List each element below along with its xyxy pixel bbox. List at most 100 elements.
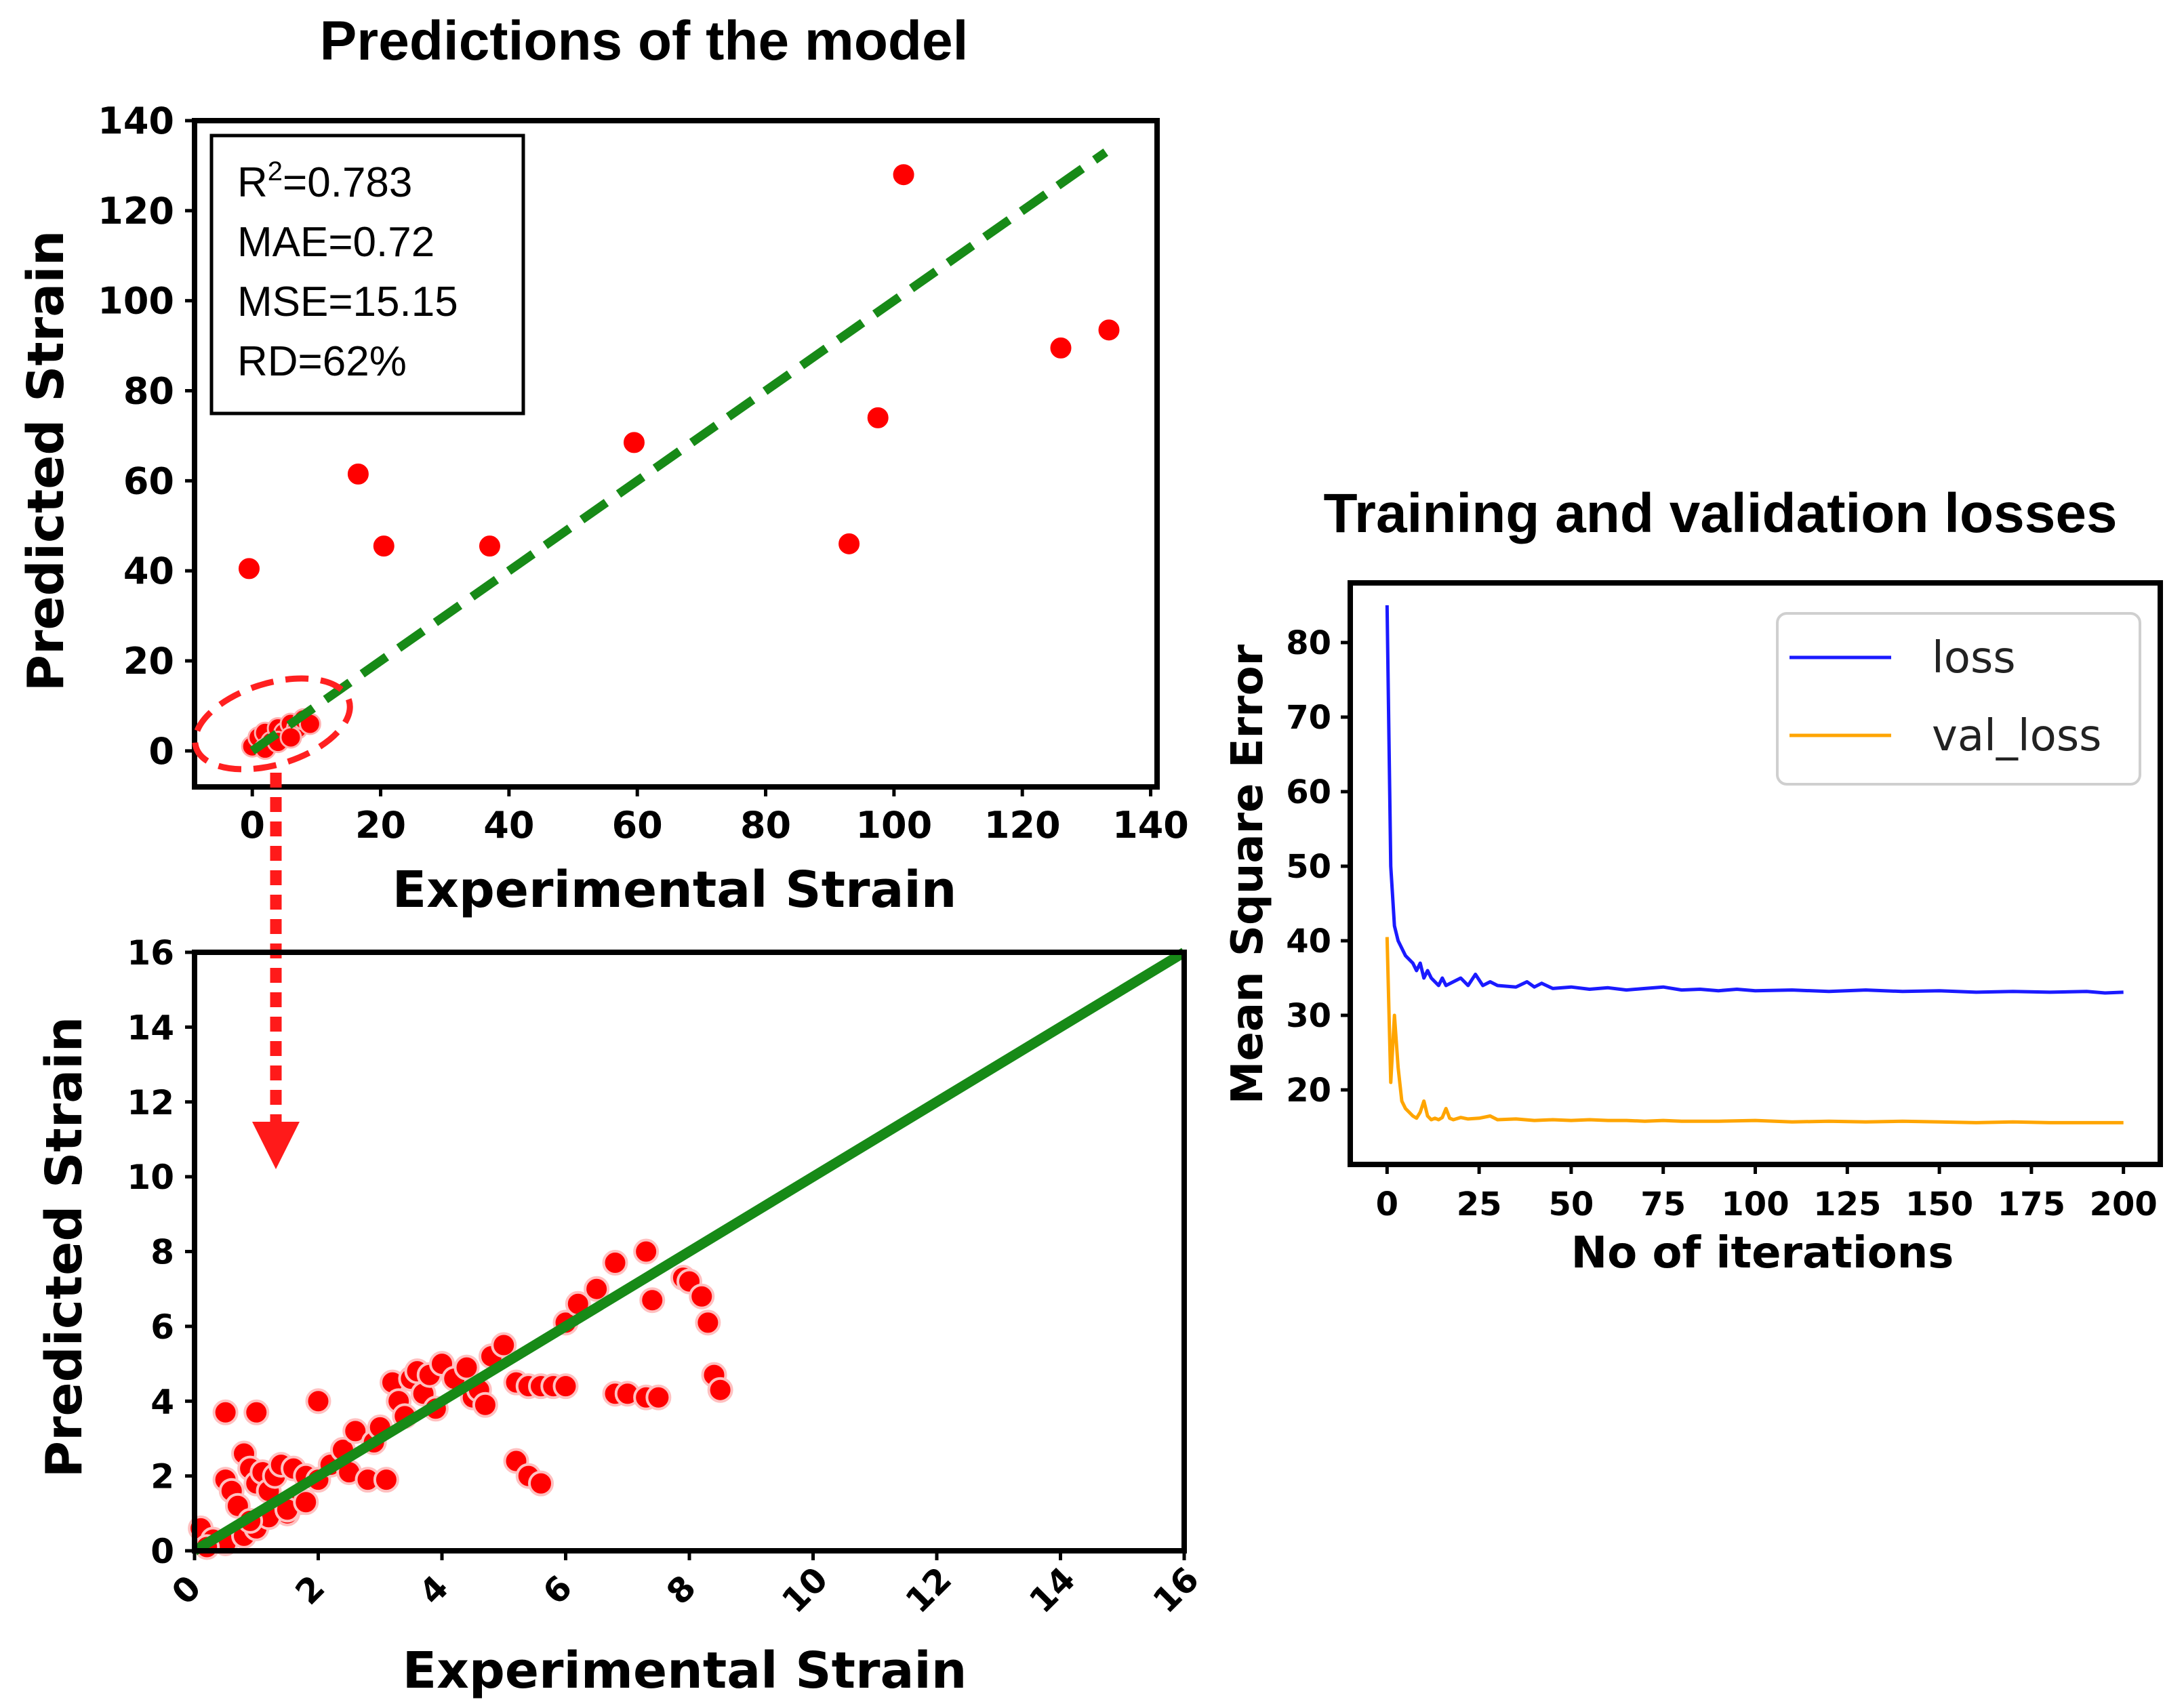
scatter-full-plot-area (236, 148, 1122, 760)
scatter-zoom-point (212, 1399, 239, 1425)
scatter-zoom-ytick-label: 0 (150, 1532, 174, 1571)
scatter-zoom-xtick-label: 8 (659, 1568, 704, 1612)
scatter-full-point (279, 726, 302, 749)
scatter-zoom-xtick-label: 4 (411, 1568, 456, 1612)
scatter-zoom-point (602, 1250, 628, 1276)
loss-panel: Training and validation losses 0 25 50 75 10… (1223, 483, 2163, 1278)
scatter-zoom-panel: 0 2 4 6 8 10 12 14 16 0 2 4 6 8 10 12 14 16 Experimental … (35, 933, 1207, 1700)
scatter-zoom-ytick-label: 2 (150, 1457, 174, 1497)
scatter-full-ytick-label: 120 (98, 190, 174, 232)
loss-ytick-label: 70 (1286, 699, 1331, 737)
scatter-zoom-point (243, 1399, 270, 1425)
scatter-zoom-point (552, 1373, 579, 1400)
loss-title: Training and validation losses (1323, 483, 2117, 544)
scatter-zoom-point (491, 1332, 517, 1358)
scatter-zoom-ytick-label: 8 (150, 1233, 174, 1272)
scatter-full-ylabel: Predicted Strain (17, 230, 75, 692)
scatter-full-ytick-label: 0 (148, 730, 174, 773)
stat-r2: R2=0.783 (237, 157, 412, 206)
scatter-full-xtick-label: 100 (855, 804, 932, 847)
scatter-full-frame (192, 118, 1160, 790)
scatter-full-xtick-label: 0 (239, 804, 265, 847)
scatter-full-ytick-label: 40 (123, 550, 174, 592)
scatter-zoom-point (453, 1354, 480, 1381)
legend-val-loss-label: val_loss (1932, 711, 2102, 761)
scatter-zoom-point (645, 1384, 672, 1410)
scatter-zoom-point (689, 1283, 715, 1309)
stats-box: R2=0.783 MAE=0.72 MSE=15.15 RD=62% (209, 134, 525, 415)
legend-loss-label: loss (1932, 633, 2016, 683)
scatter-full-ytick-label: 100 (98, 280, 174, 323)
scatter-full-point (236, 556, 262, 582)
loss-xtick-label: 0 (1376, 1185, 1398, 1223)
scatter-full-ytick-label: 140 (98, 100, 174, 142)
loss-series-line (1385, 605, 2124, 995)
scatter-zoom-point (305, 1388, 331, 1415)
scatter-zoom-ytick-label: 6 (150, 1307, 174, 1347)
scatter-full-xlabel: Experimental Strain (392, 861, 957, 919)
scatter-zoom-ytick-label: 12 (127, 1083, 174, 1122)
loss-xtick-label: 175 (1998, 1185, 2065, 1223)
stat-mae: MAE=0.72 (237, 219, 434, 266)
loss-xtick-label: 50 (1549, 1185, 1594, 1223)
scatter-full-xtick-label: 40 (483, 804, 534, 847)
loss-xtick-label: 75 (1640, 1185, 1686, 1223)
loss-plot-area (1385, 605, 2124, 1124)
scatter-full-point (1096, 317, 1122, 343)
scatter-zoom-xtick-label: 16 (1146, 1560, 1207, 1621)
scatter-zoom-plot-area (188, 948, 1187, 1560)
scatter-full-point (477, 533, 502, 559)
scatter-zoom-ytick-label: 16 (127, 933, 174, 973)
zoom-highlight-ellipse (192, 675, 353, 773)
scatter-full-point (371, 533, 397, 559)
scatter-zoom-point (342, 1418, 369, 1444)
scatter-zoom-xtick-label: 14 (1022, 1560, 1083, 1621)
scatter-zoom-point (528, 1470, 554, 1497)
loss-ytick-label: 20 (1286, 1072, 1331, 1110)
scatter-full-ytick-label: 60 (123, 460, 174, 502)
scatter-zoom-xlabel: Experimental Strain (403, 1642, 967, 1700)
loss-ytick-label: 50 (1286, 848, 1331, 886)
scatter-zoom-point (639, 1287, 666, 1314)
loss-ytick-label: 30 (1286, 997, 1331, 1035)
loss-xtick-label: 200 (2090, 1185, 2158, 1223)
loss-ytick-label: 80 (1286, 624, 1331, 662)
scatter-zoom-xtick-label: 2 (288, 1568, 333, 1612)
scatter-full-xtick-label: 140 (1112, 804, 1189, 847)
scatter-full-xtick-label: 120 (984, 804, 1061, 847)
scatter-full-ytick-label: 80 (123, 370, 174, 413)
val-loss-series-line (1385, 937, 2124, 1124)
loss-ticks: 0 25 50 75 100 125 150 175 200 20 30 40 50 60 70 80 (1286, 624, 2158, 1223)
scatter-full-panel: Predictions of the model 0 20 40 60 80 100 120… (17, 10, 1189, 919)
scatter-zoom-fit-line (192, 948, 1187, 1556)
scatter-zoom-point (472, 1392, 498, 1418)
loss-xtick-label: 25 (1457, 1185, 1502, 1223)
scatter-zoom-point (293, 1489, 319, 1516)
scatter-full-point (345, 461, 371, 487)
scatter-zoom-xtick-label: 10 (774, 1560, 835, 1621)
scatter-full-title: Predictions of the model (320, 10, 969, 72)
scatter-full-point (865, 405, 891, 430)
stat-rd: RD=62% (237, 338, 407, 385)
scatter-full-ytick-label: 20 (123, 640, 174, 683)
scatter-full-ticks: 0 20 40 60 80 100 120 140 0 20 40 60 80 100 120 140 (98, 100, 1189, 847)
scatter-full-fit-line (249, 148, 1108, 755)
scatter-full-xtick-label: 60 (612, 804, 663, 847)
loss-legend: loss val_loss (1776, 612, 2141, 786)
loss-xtick-label: 100 (1721, 1185, 1789, 1223)
scatter-zoom-xtick-label: 0 (164, 1568, 209, 1612)
loss-xlabel: No of iterations (1571, 1228, 1954, 1278)
loss-ytick-label: 60 (1286, 773, 1331, 811)
scatter-full-xtick-label: 20 (355, 804, 406, 847)
scatter-zoom-ytick-label: 4 (150, 1382, 174, 1421)
loss-xtick-label: 125 (1813, 1185, 1881, 1223)
scatter-zoom-point (633, 1238, 660, 1265)
loss-xtick-label: 150 (1905, 1185, 1973, 1223)
scatter-zoom-ytick-label: 10 (127, 1158, 174, 1197)
scatter-zoom-point (707, 1377, 733, 1403)
scatter-full-xtick-label: 80 (740, 804, 791, 847)
scatter-zoom-ylabel: Predicted Strain (35, 1017, 94, 1478)
scatter-full-point (621, 430, 647, 455)
loss-ytick-label: 40 (1286, 922, 1331, 960)
